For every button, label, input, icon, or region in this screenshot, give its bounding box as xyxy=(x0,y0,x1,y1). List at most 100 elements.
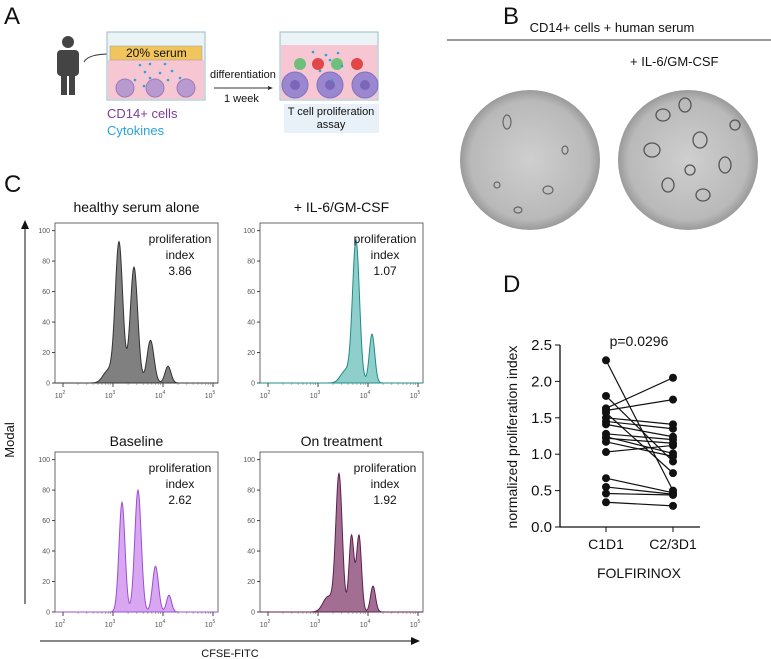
pi-label-line1: proliferation xyxy=(149,461,212,475)
y-tick-label: 40 xyxy=(247,320,255,327)
point-c1d1 xyxy=(602,420,610,429)
point-c23d1 xyxy=(669,490,677,499)
x-tick-label: 104 xyxy=(360,390,371,400)
paired-line xyxy=(605,501,674,507)
y-tick-label: 60 xyxy=(42,518,50,525)
point-c1d1 xyxy=(602,448,610,457)
culture-well-left: 20% serum xyxy=(106,31,206,101)
y-tick-label: 40 xyxy=(42,320,50,327)
pi-label-line2: index xyxy=(371,248,400,262)
point-c1d1 xyxy=(602,437,610,446)
point-c1d1 xyxy=(602,474,610,483)
histogram-1: healthy serum alone 0 20 40 60 80 100 102 103 104… xyxy=(38,199,219,400)
pi-value: 1.07 xyxy=(373,264,397,278)
x-tick-label: 103 xyxy=(310,390,321,400)
y-tick-label: 20 xyxy=(42,350,50,357)
x-tick-label: 105 xyxy=(410,390,421,400)
pi-label-line1: proliferation xyxy=(354,461,417,475)
y-tick-label: 100 xyxy=(243,228,255,235)
paired-line xyxy=(605,444,674,453)
x-tick-label: 103 xyxy=(105,619,116,629)
y-tick-label: 20 xyxy=(247,350,255,357)
d-y-tick-label: 2.5 xyxy=(531,337,552,354)
d-y-tick-label: 2.0 xyxy=(531,373,552,390)
assay-label-2: assay xyxy=(317,119,346,131)
panel-d-letter: D xyxy=(503,271,520,298)
modal-axis-label: Modal xyxy=(2,422,17,458)
x-tick-label: 102 xyxy=(260,619,271,629)
paired-line xyxy=(605,399,674,412)
person-icon xyxy=(57,36,79,95)
p-value: p=0.0296 xyxy=(610,333,669,349)
histogram-title: + IL-6/GM-CSF xyxy=(294,199,389,215)
micrograph-il6-gmcsf xyxy=(618,90,758,230)
y-tick-label: 0 xyxy=(251,381,255,388)
y-tick-label: 0 xyxy=(46,381,50,388)
x-tick-label: 103 xyxy=(105,390,116,400)
d-y-tick-label: 0.5 xyxy=(531,483,552,500)
point-c23d1 xyxy=(669,395,677,404)
panel-c-letter: C xyxy=(4,171,21,198)
pi-value: 1.92 xyxy=(373,493,397,507)
histogram-4: On treatment 0 20 40 60 80 100 102 103 104 105 prol… xyxy=(243,433,424,629)
x-tick-label: 105 xyxy=(205,619,216,629)
cytokines-label: Cytokines xyxy=(107,123,165,138)
x-tick-label: 104 xyxy=(360,619,371,629)
pi-label-line2: index xyxy=(166,248,195,262)
pi-label-line2: index xyxy=(371,477,400,491)
histogram-curve xyxy=(55,488,218,613)
paired-line xyxy=(605,377,674,409)
pi-label-line1: proliferation xyxy=(354,232,417,246)
cfse-axis-label: CFSE-FITC xyxy=(201,648,258,659)
panel-b-letter: B xyxy=(503,3,519,30)
arrow-icon xyxy=(83,53,111,63)
paired-line xyxy=(605,492,674,496)
paired-line xyxy=(605,437,674,444)
culture-well-right xyxy=(279,31,379,101)
y-tick-label: 60 xyxy=(247,518,255,525)
pi-value: 2.62 xyxy=(168,493,192,507)
d-x-tick-label: C1D1 xyxy=(588,536,624,552)
paired-line xyxy=(605,420,674,430)
point-c1d1 xyxy=(602,482,610,491)
point-c1d1 xyxy=(602,391,610,400)
x-tick-label: 105 xyxy=(205,390,216,400)
d-x-label: FOLFIRINOX xyxy=(597,565,682,581)
x-tick-label: 102 xyxy=(55,390,66,400)
y-tick-label: 100 xyxy=(243,457,255,464)
x-tick-label: 103 xyxy=(310,619,321,629)
d-y-tick-label: 0.0 xyxy=(531,519,552,536)
panel-b-title: CD14+ cells + human serum xyxy=(530,20,695,35)
histogram-curve xyxy=(55,240,218,384)
serum-label: 20% serum xyxy=(126,46,187,60)
histogram-curve xyxy=(260,238,423,384)
point-c23d1 xyxy=(669,424,677,433)
x-tick-label: 104 xyxy=(155,619,166,629)
x-tick-label: 102 xyxy=(260,390,271,400)
pi-label-line1: proliferation xyxy=(149,232,212,246)
cells-label: CD14+ cells xyxy=(107,106,178,121)
paired-line xyxy=(605,477,674,494)
y-axis-arrow-icon xyxy=(21,220,29,229)
d-y-label: normalized proliferation index xyxy=(504,346,520,529)
y-tick-label: 60 xyxy=(247,289,255,296)
y-tick-label: 20 xyxy=(42,579,50,586)
x-tick-label: 102 xyxy=(55,619,66,629)
point-c23d1 xyxy=(669,469,677,478)
x-tick-label: 105 xyxy=(410,619,421,629)
pi-value: 3.86 xyxy=(168,264,192,278)
point-c1d1 xyxy=(602,356,610,365)
y-tick-label: 80 xyxy=(42,488,50,495)
d-x-tick-label: C2/3D1 xyxy=(649,536,697,552)
arrow-top-label: differentiation xyxy=(210,69,276,81)
histogram-curve xyxy=(260,471,423,613)
micrograph-serum xyxy=(460,90,600,230)
paired-line xyxy=(605,486,674,495)
paired-line xyxy=(605,395,674,462)
panel-a-letter: A xyxy=(4,3,20,30)
point-c23d1 xyxy=(669,501,677,510)
histogram-title: Baseline xyxy=(110,433,164,449)
panel-b-right-label: + IL-6/GM-CSF xyxy=(630,54,719,69)
histogram-title: On treatment xyxy=(301,433,383,449)
